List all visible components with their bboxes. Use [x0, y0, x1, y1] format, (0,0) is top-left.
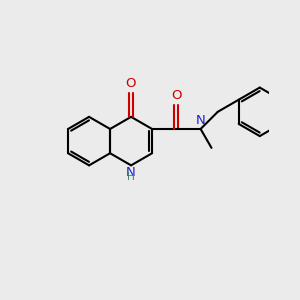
Text: O: O — [171, 89, 181, 102]
Text: N: N — [126, 166, 136, 179]
Text: N: N — [196, 114, 206, 127]
Text: H: H — [127, 172, 135, 182]
Text: O: O — [126, 77, 136, 90]
